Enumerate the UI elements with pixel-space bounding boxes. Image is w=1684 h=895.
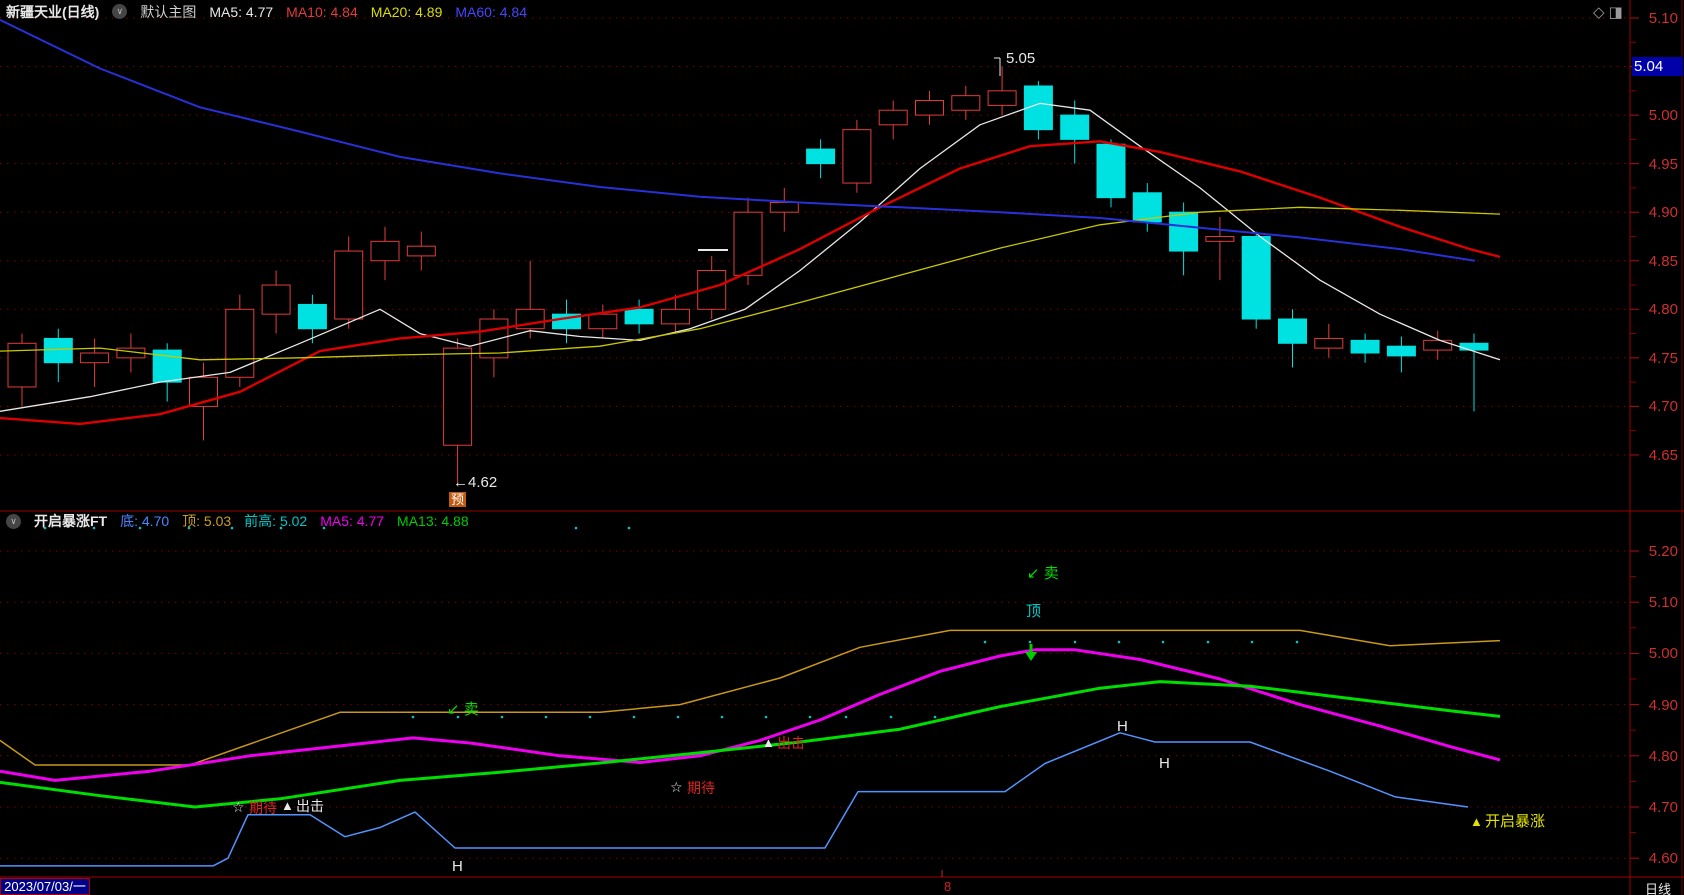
price-axis-label: 4.65 [1648,446,1678,464]
main-chart-header: 新疆天业(日线) ∨ 默认主图 MA5: 4.77 MA10: 4.84 MA20:… [0,2,540,21]
month-tick-label: 8 [944,879,952,894]
chart-annotation: ←4.62 [453,474,498,491]
legend-item: 顶: 5.03 [182,513,232,529]
price-axis-label: 4.95 [1648,155,1678,173]
stock-title: 新疆天业(日线) [6,3,100,20]
chart-annotation: 出击 [296,798,324,814]
chart-annotation: ▲ [281,798,294,813]
price-axis-label: 5.10 [1648,10,1678,27]
chart-annotation: 5.05 [1006,50,1036,67]
split-panel-icon[interactable]: ◨ [1608,4,1623,21]
legend-item: 前高: 5.02 [244,513,308,529]
diamond-icon[interactable]: ◇ [1593,4,1605,21]
price-axis-label: 4.70 [1648,799,1678,816]
last-price-badge: 5.04 [1632,57,1683,76]
ma-legend: MA5: 4.77 MA10: 4.84 MA20: 4.89 MA60: 4.84 [209,4,540,20]
price-axis-label: 4.85 [1648,252,1678,270]
chart-annotation: ▲ [1470,814,1483,829]
indicator-title[interactable]: 开启暴涨FT [34,513,108,529]
corner-icons: ◇ ◨ [1593,3,1623,21]
chart-annotation: 开启暴涨 [1485,813,1546,830]
chart-annotation: ↙ 卖 [447,701,479,718]
date-label: 2023/07/03/一 [0,878,90,895]
overlay-selector[interactable]: 默认主图 [140,3,197,20]
indicator-header: ∨ 开启暴涨FT 底: 4.70 顶: 5.03 前高: 5.02 MA5: 4.77… [0,513,482,529]
legend-item: MA60: 4.84 [455,3,527,20]
price-axis-label: 4.60 [1648,850,1678,868]
price-axis-label: 4.80 [1648,747,1678,765]
chart-annotation: ▲ [762,735,775,750]
legend-item: 底: 4.70 [120,513,170,529]
price-axis-label: 5.20 [1648,543,1678,560]
chart-annotation: 顶 [1026,603,1042,620]
chart-annotation: 期待 [249,800,277,816]
legend-item: MA13: 4.88 [397,513,469,529]
chart-annotation: 预 [449,492,467,507]
legend-item: MA20: 4.89 [370,3,443,20]
legend-item: MA5: 4.77 [209,3,274,20]
price-axis-label: 5.10 [1648,594,1678,612]
price-axis-label: 4.70 [1648,398,1678,416]
indicator-legend: 底: 4.70 顶: 5.03 前高: 5.02 MA5: 4.77 MA13: 4.8… [120,511,482,531]
chevron-down-icon[interactable]: ∨ [6,513,21,529]
price-axis-label: 4.75 [1648,349,1678,367]
time-axis-bar: 2023/07/03/一 8 日线 [0,878,1684,895]
chart-annotation: ☆ [232,799,245,815]
chart-annotation: ☆ [670,779,683,795]
chart-annotation: H [452,858,463,875]
chart-annotation: 出击 [777,735,805,751]
price-axis-label: 5.00 [1648,107,1678,125]
price-axis-label: 4.90 [1648,204,1678,222]
chart-annotation: H [1159,755,1170,772]
chevron-down-icon[interactable]: ∨ [112,4,128,19]
chart-annotation: 期待 [687,780,715,796]
period-label[interactable]: 日线 [1644,882,1671,895]
legend-item: MA10: 4.84 [286,3,358,20]
legend-item: MA5: 4.77 [320,513,385,529]
chart-annotation: ↙ 卖 [1027,565,1059,582]
price-axis-label: 4.80 [1648,301,1678,319]
chart-annotation: H [1117,718,1128,735]
price-axis-label: 4.90 [1648,696,1678,714]
price-axis-label: 5.00 [1648,645,1678,663]
